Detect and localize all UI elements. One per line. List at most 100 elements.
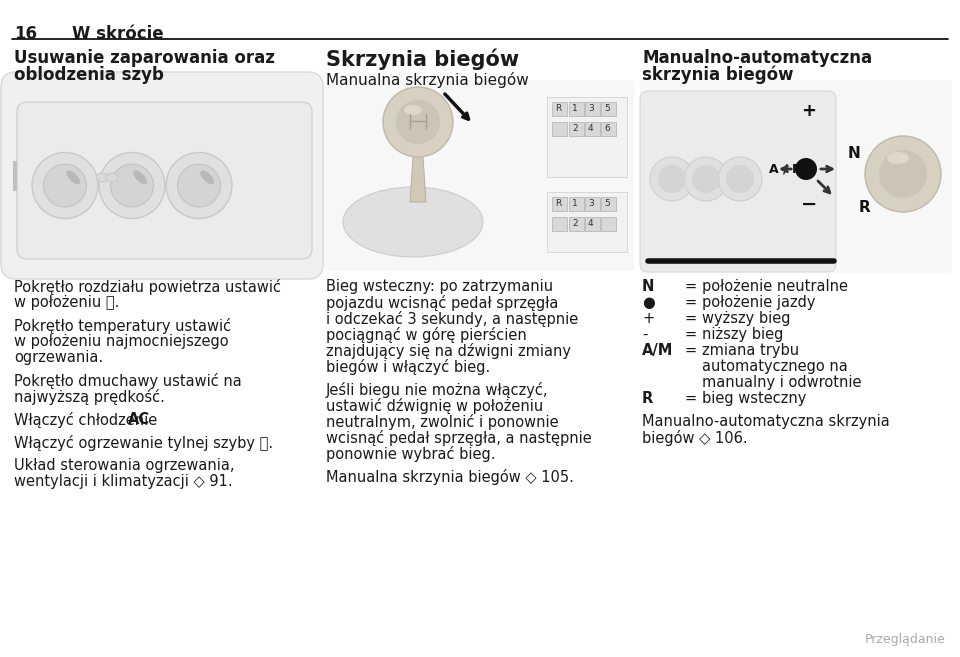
Text: oblodzenia szyb: oblodzenia szyb bbox=[14, 66, 164, 84]
Circle shape bbox=[43, 164, 86, 207]
Text: N: N bbox=[848, 147, 860, 162]
Text: manualny i odwrotnie: manualny i odwrotnie bbox=[702, 375, 861, 390]
Bar bbox=[601, 122, 616, 136]
Text: R: R bbox=[555, 199, 562, 208]
Text: Manualno-automatyczna: Manualno-automatyczna bbox=[642, 49, 872, 67]
FancyBboxPatch shape bbox=[17, 102, 312, 259]
Text: skrzynia biegów: skrzynia biegów bbox=[642, 66, 794, 85]
Bar bbox=[569, 217, 584, 231]
Text: A/M: A/M bbox=[642, 343, 673, 358]
Bar bbox=[13, 160, 17, 191]
Text: −: − bbox=[801, 194, 817, 214]
Text: w położeniu Ⓢ.: w położeniu Ⓢ. bbox=[14, 295, 119, 310]
Text: neutralnym, zwolnić i ponownie: neutralnym, zwolnić i ponownie bbox=[326, 414, 559, 430]
Text: znajdujący się na dźwigni zmiany: znajdujący się na dźwigni zmiany bbox=[326, 343, 571, 359]
Text: Manualna skrzynia biegów: Manualna skrzynia biegów bbox=[326, 72, 529, 88]
Text: najwyższą prędkość.: najwyższą prędkość. bbox=[14, 389, 165, 405]
Circle shape bbox=[718, 157, 762, 201]
Text: +: + bbox=[642, 311, 654, 326]
Text: =: = bbox=[684, 343, 696, 358]
Text: Pokrętło rozdziału powietrza ustawić: Pokrętło rozdziału powietrza ustawić bbox=[14, 279, 281, 295]
Text: położenie neutralne: położenie neutralne bbox=[702, 279, 848, 294]
Text: Manualna skrzynia biegów ◇ 105.: Manualna skrzynia biegów ◇ 105. bbox=[326, 469, 574, 485]
Bar bbox=[601, 217, 616, 231]
Circle shape bbox=[692, 165, 720, 193]
Text: Bieg wsteczny: po zatrzymaniu: Bieg wsteczny: po zatrzymaniu bbox=[326, 279, 553, 294]
Text: Pokrętło dmuchawy ustawić na: Pokrętło dmuchawy ustawić na bbox=[14, 373, 242, 389]
Text: 4: 4 bbox=[588, 219, 593, 228]
Text: A / M: A / M bbox=[769, 162, 804, 175]
Text: niższy bieg: niższy bieg bbox=[702, 327, 783, 342]
Circle shape bbox=[178, 164, 221, 207]
FancyBboxPatch shape bbox=[1, 72, 323, 279]
Bar bbox=[585, 217, 600, 231]
Text: 6: 6 bbox=[604, 124, 610, 133]
Text: 4: 4 bbox=[588, 124, 593, 133]
Text: bieg wsteczny: bieg wsteczny bbox=[702, 391, 806, 406]
Text: +: + bbox=[802, 102, 817, 120]
Text: Skrzynia biegów: Skrzynia biegów bbox=[326, 49, 519, 70]
Text: zmiana trybu: zmiana trybu bbox=[702, 343, 799, 358]
FancyBboxPatch shape bbox=[547, 97, 627, 177]
Ellipse shape bbox=[66, 170, 80, 185]
Text: R: R bbox=[555, 104, 562, 113]
Text: wyższy bieg: wyższy bieg bbox=[702, 311, 790, 326]
Circle shape bbox=[32, 152, 98, 219]
Text: Pokrętło temperatury ustawić: Pokrętło temperatury ustawić bbox=[14, 318, 231, 334]
Text: .: . bbox=[142, 412, 147, 427]
FancyBboxPatch shape bbox=[640, 91, 836, 272]
Text: AC: AC bbox=[128, 412, 150, 427]
Bar bbox=[552, 122, 567, 136]
Text: Przeglądanie: Przeglądanie bbox=[865, 633, 946, 646]
Text: położenie jazdy: położenie jazdy bbox=[702, 295, 815, 310]
Circle shape bbox=[650, 157, 694, 201]
FancyBboxPatch shape bbox=[324, 80, 634, 271]
Text: 1: 1 bbox=[572, 104, 578, 113]
Ellipse shape bbox=[404, 105, 422, 115]
Text: Układ sterowania ogrzewania,: Układ sterowania ogrzewania, bbox=[14, 458, 234, 473]
Circle shape bbox=[795, 158, 817, 180]
Text: N: N bbox=[642, 279, 655, 294]
Text: w położeniu najmocniejszego: w położeniu najmocniejszego bbox=[14, 334, 228, 349]
Circle shape bbox=[658, 165, 686, 193]
Circle shape bbox=[383, 87, 453, 157]
Bar bbox=[585, 197, 600, 211]
Bar bbox=[569, 197, 584, 211]
Circle shape bbox=[726, 165, 754, 193]
Text: ogrzewania.: ogrzewania. bbox=[14, 350, 103, 365]
Ellipse shape bbox=[133, 170, 147, 185]
Bar bbox=[569, 102, 584, 116]
Text: 5: 5 bbox=[604, 199, 610, 208]
Circle shape bbox=[99, 152, 165, 219]
Bar bbox=[601, 197, 616, 211]
Text: 16: 16 bbox=[14, 25, 37, 43]
Ellipse shape bbox=[106, 173, 118, 182]
Text: Jeśli biegu nie można włączyć,: Jeśli biegu nie można włączyć, bbox=[326, 382, 548, 398]
Circle shape bbox=[684, 157, 728, 201]
Text: =: = bbox=[684, 311, 696, 326]
Text: 2: 2 bbox=[572, 124, 578, 133]
FancyBboxPatch shape bbox=[547, 192, 627, 252]
FancyBboxPatch shape bbox=[6, 76, 318, 275]
Ellipse shape bbox=[887, 152, 909, 164]
Text: ustawić dźwignię w położeniu: ustawić dźwignię w położeniu bbox=[326, 398, 543, 414]
Text: R: R bbox=[642, 391, 653, 406]
Ellipse shape bbox=[96, 173, 108, 182]
Text: =: = bbox=[684, 295, 696, 310]
Text: wcisnąć pedał sprzęgła, a następnie: wcisnąć pedał sprzęgła, a następnie bbox=[326, 430, 591, 446]
Text: Włączyć chłodzenie: Włączyć chłodzenie bbox=[14, 412, 162, 428]
Text: 5: 5 bbox=[604, 104, 610, 113]
Bar bbox=[552, 217, 567, 231]
Circle shape bbox=[396, 100, 440, 144]
FancyBboxPatch shape bbox=[640, 80, 952, 273]
Ellipse shape bbox=[201, 170, 214, 185]
Bar bbox=[601, 102, 616, 116]
Text: Usuwanie zaparowania oraz: Usuwanie zaparowania oraz bbox=[14, 49, 275, 67]
Text: wentylacji i klimatyzacji ◇ 91.: wentylacji i klimatyzacji ◇ 91. bbox=[14, 474, 232, 489]
Bar bbox=[552, 197, 567, 211]
Polygon shape bbox=[410, 142, 426, 202]
Text: =: = bbox=[684, 279, 696, 294]
Text: 1: 1 bbox=[572, 199, 578, 208]
Text: R: R bbox=[858, 200, 870, 214]
Circle shape bbox=[166, 152, 232, 219]
